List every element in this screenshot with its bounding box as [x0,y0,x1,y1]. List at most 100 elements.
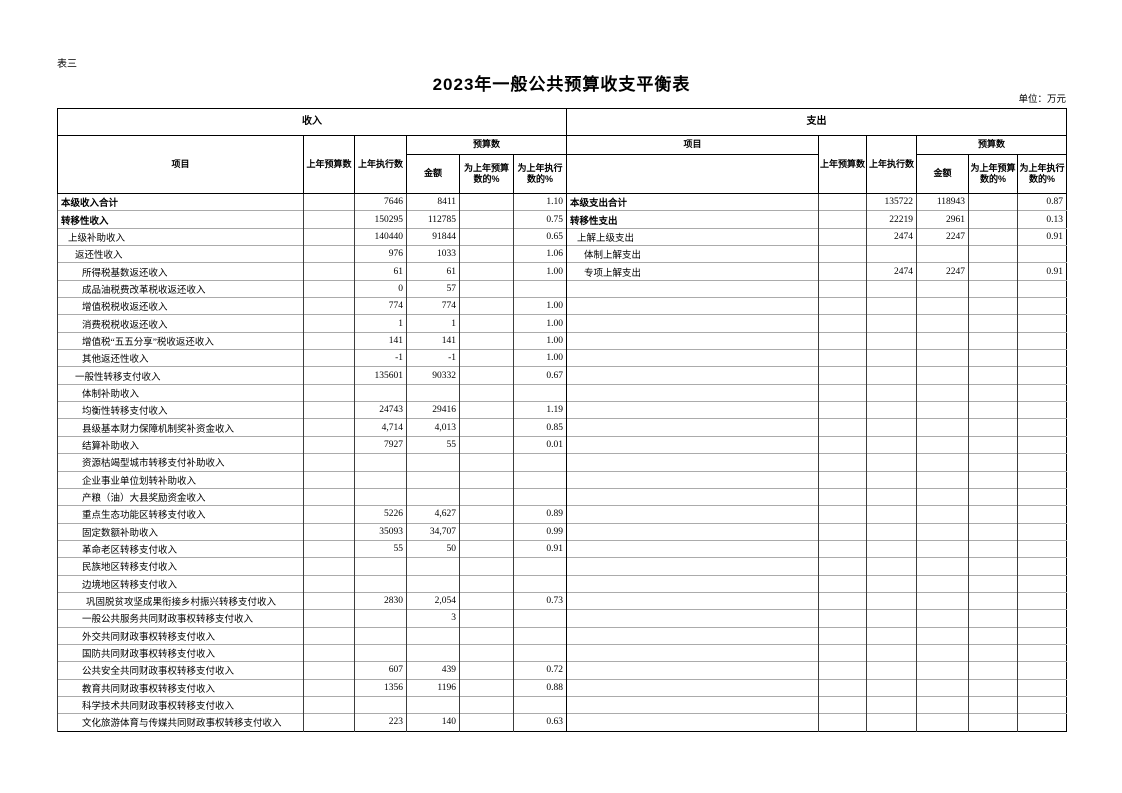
revenue-prev_budget-cell [303,331,355,350]
revenue-pct_prev_budget-cell [459,366,514,385]
expenditure-prev_budget-cell [818,418,867,437]
revenue-pct_prev_actual-cell [513,609,567,628]
expenditure-prev_actual-cell [866,279,917,298]
revenue-label-cell: 民族地区转移支付收入 [57,557,304,576]
expenditure-prev_budget-cell [818,626,867,645]
revenue-label-cell: 一般性转移支付收入 [57,366,304,385]
expenditure-pct_prev_actual-cell [1017,539,1067,558]
expenditure-prev_actual-cell [866,695,917,714]
expenditure-pct_prev_budget-cell [968,331,1018,350]
expenditure-pct_prev_budget-cell [968,487,1018,506]
expenditure-amount-cell [916,453,969,471]
expenditure-amount-cell [916,487,969,506]
revenue-pct_prev_actual-cell: 0.88 [513,678,567,697]
expenditure-pct_prev_actual-cell: 0.91 [1017,227,1067,246]
revenue-pct_prev_budget-cell [459,349,514,367]
revenue-prev_budget-cell [303,366,355,385]
revenue-pct_prev_actual-cell: 1.00 [513,297,567,315]
revenue-prev_budget-cell [303,713,355,732]
revenue-pct_prev_actual-cell: 1.00 [513,349,567,367]
revenue-pct_prev_budget-cell [459,227,514,246]
revenue-pct_prev_budget-cell [459,297,514,315]
revenue-label-cell: 革命老区转移支付收入 [57,539,304,558]
revenue-pct_prev_actual-cell: 1.19 [513,401,567,419]
revenue-prev_actual-cell: 55 [354,539,407,558]
expenditure-pct_prev_budget-cell [968,661,1018,680]
expenditure-pct_prev_budget-cell [968,626,1018,645]
expenditure-prev_budget-cell [818,435,867,454]
expenditure-prev_budget-cell [818,574,867,593]
expenditure-section-header: 支出 [566,108,1067,136]
revenue-prev_budget-cell [303,678,355,697]
expenditure-pct_prev_budget-cell [968,383,1018,402]
revenue-prev_actual-cell: 4,714 [354,418,407,437]
revenue-pct_prev_budget-cell [459,279,514,298]
table-row: 上级补助收入 140440 91844 0.65 上解上级支出 2474 2247 0.91 [57,227,1067,246]
expenditure-prev_actual-cell [866,713,917,732]
expenditure-amount-cell [916,383,969,402]
revenue-prev_budget-cell [303,661,355,680]
revenue-pct_prev_budget-cell [459,557,514,576]
revenue-prev_budget-cell [303,487,355,506]
revenue-pct_prev_actual-cell [513,695,567,714]
revenue-amount-cell [406,453,460,471]
expenditure-pct_prev_budget-cell [968,713,1018,732]
expenditure-pct_prev_actual-cell [1017,331,1067,350]
expenditure-prev_actual-cell [866,609,917,628]
revenue-pct_prev_actual-cell: 0.73 [513,591,567,610]
table-row: 均衡性转移支付收入 24743 29416 1.19 [57,401,1067,419]
expenditure-prev_budget-cell [818,470,867,489]
expenditure-amount-cell: 2247 [916,227,969,246]
expenditure-pct_prev_budget-cell [968,210,1018,229]
revenue-prev_actual-cell: 141 [354,331,407,350]
revenue-prev_budget-cell [303,227,355,246]
expenditure-amount-cell [916,435,969,454]
expenditure-amount-cell [916,678,969,697]
expenditure-label-cell [566,591,819,610]
expenditure-pct_prev_budget-cell [968,522,1018,541]
revenue-prev_budget-cell [303,435,355,454]
revenue-pct_prev_budget-cell [459,626,514,645]
revenue-amount-cell: 57 [406,279,460,298]
table-row: 革命老区转移支付收入 55 50 0.91 [57,539,1067,558]
expenditure-item-column-header: 项目 [566,135,819,155]
revenue-label-cell: 所得税基数返还收入 [57,262,304,281]
page-title: 2023年一般公共预算收支平衡表 [432,75,691,94]
expenditure-pct_prev_actual-cell [1017,401,1067,419]
revenue-pct_prev_budget-cell [459,435,514,454]
expenditure-prev_budget-cell [818,591,867,610]
expenditure-pct_prev_actual-cell: 0.87 [1017,192,1067,211]
expenditure-prev_actual-cell [866,539,917,558]
revenue-amount-cell [406,626,460,645]
revenue-prev_budget-cell [303,245,355,263]
revenue-pct_prev_budget-cell [459,470,514,489]
revenue-prev_actual-cell [354,626,407,645]
revenue-prev_actual-cell: 7927 [354,435,407,454]
expenditure-pct_prev_budget-cell [968,262,1018,281]
revenue-label-cell: 一般公共服务共同财政事权转移支付收入 [57,609,304,628]
revenue-item-column-header: 项目 [57,135,304,194]
revenue-pct_prev_actual-cell: 1.00 [513,331,567,350]
expenditure-label-cell [566,314,819,333]
expenditure-prev_budget-cell [818,401,867,419]
revenue-label-cell: 科学技术共同财政事权转移支付收入 [57,695,304,714]
expenditure-pct_prev_actual-cell [1017,643,1067,662]
expenditure-pct_prev_budget-cell [968,695,1018,714]
expenditure-pct_prev_actual-cell [1017,245,1067,263]
revenue-amount-cell [406,470,460,489]
expenditure-pct_prev_actual-cell [1017,435,1067,454]
revenue-amount-cell [406,695,460,714]
table-row: 产粮（油）大县奖励资金收入 [57,487,1067,506]
revenue-amount-cell [406,557,460,576]
table-row: 边境地区转移支付收入 [57,574,1067,593]
table-body: 本级收入合计 7646 8411 1.10 本级支出合计 135722 118943 0.87… [57,192,1067,732]
revenue-prev_actual-cell: 2830 [354,591,407,610]
revenue-amount-cell: 1 [406,314,460,333]
expenditure-label-cell: 本级支出合计 [566,192,819,211]
revenue-pct_prev_actual-cell: 0.91 [513,539,567,558]
revenue-pct_prev_budget-cell [459,383,514,402]
revenue-label-cell: 转移性收入 [57,210,304,229]
expenditure-amount-cell [916,297,969,315]
revenue-label-cell: 体制补助收入 [57,383,304,402]
expenditure-pct_prev_actual-cell [1017,418,1067,437]
